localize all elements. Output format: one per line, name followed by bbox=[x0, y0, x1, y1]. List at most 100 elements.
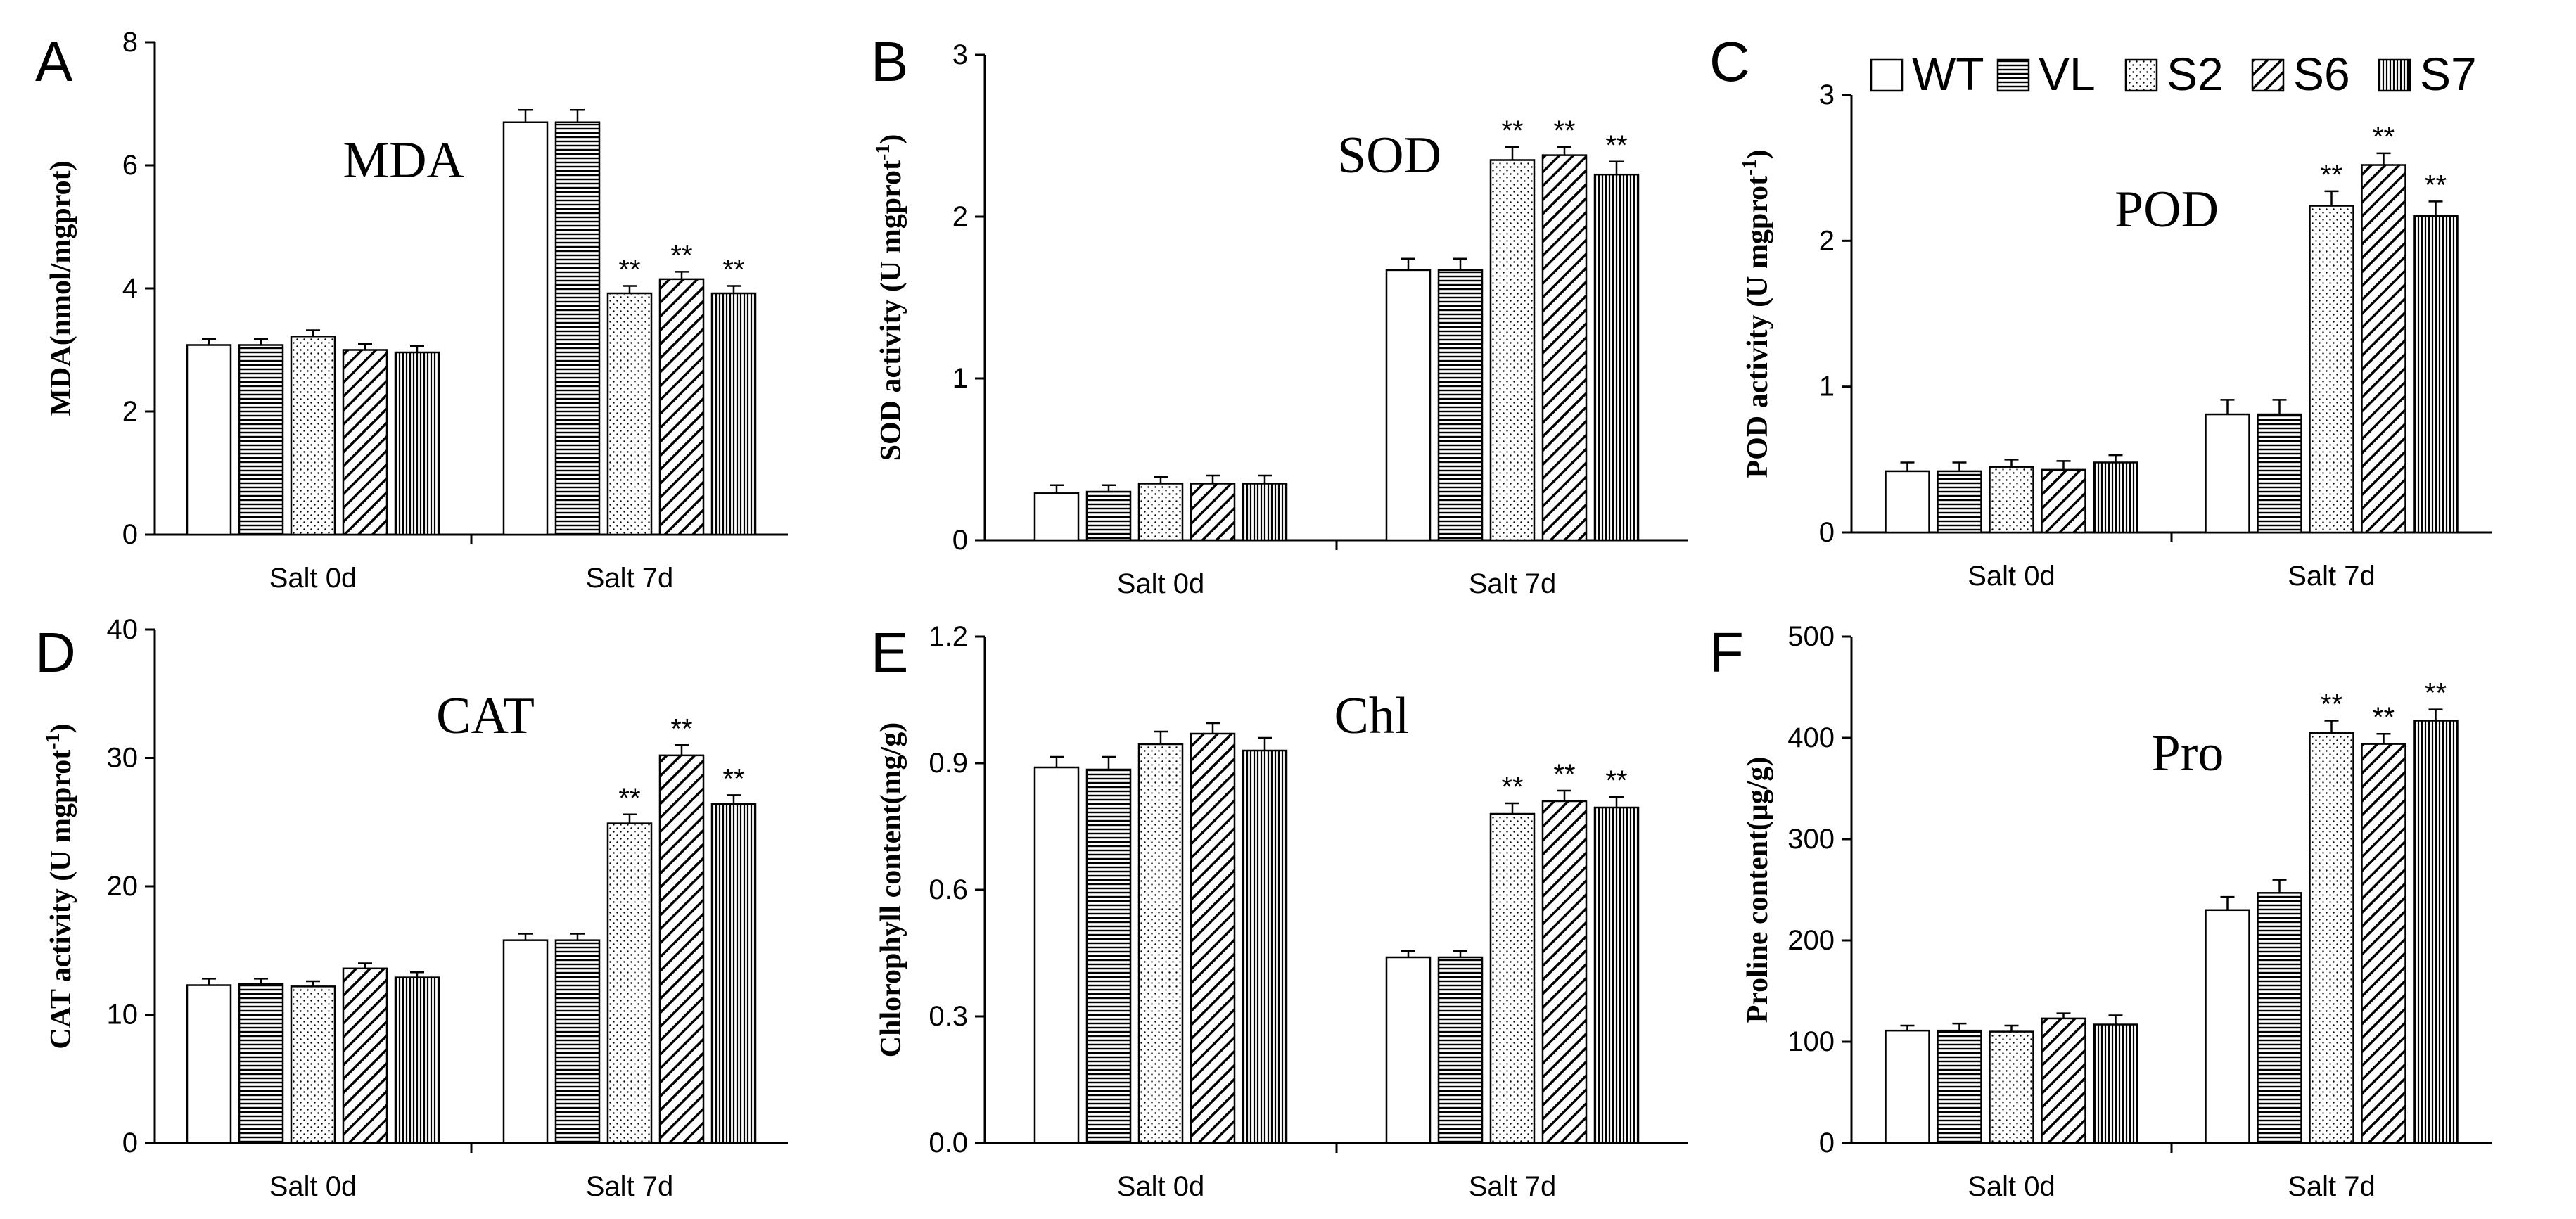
y-tick-label: 0 bbox=[122, 1128, 138, 1159]
legend-entry-s2: S2 bbox=[2124, 48, 2224, 100]
y-tick-label: 40 bbox=[107, 614, 139, 645]
bar-s6-salt-7d bbox=[1541, 800, 1588, 1144]
panel-letter: C bbox=[1709, 30, 1750, 93]
legend-entry-s6: S6 bbox=[2251, 48, 2350, 100]
chart-panels: 0 2 4 6 8 Salt 0d Salt 7d ** ** ** A MDA MDA(nmol/mg… bbox=[35, 27, 2492, 1202]
panel-letter: A bbox=[35, 30, 73, 93]
x-tick-label: Salt 7d bbox=[586, 563, 674, 594]
bar-s2-salt-0d bbox=[1989, 1030, 2034, 1144]
y-axis-label: SOD activity (U mgprot-1) bbox=[872, 134, 907, 461]
y-tick-label: 3 bbox=[952, 39, 968, 70]
significance-marker: ** bbox=[670, 240, 692, 271]
bar-s6-salt-7d bbox=[1541, 154, 1588, 542]
significance-marker: ** bbox=[1605, 765, 1627, 796]
y-tick-label: 4 bbox=[122, 273, 138, 304]
bar-s2-salt-0d bbox=[1137, 483, 1184, 542]
bar-vl-salt-0d bbox=[238, 983, 284, 1144]
legend-swatch bbox=[1996, 58, 2030, 92]
panel-title: Pro bbox=[2152, 725, 2224, 782]
bar-s6-salt-7d bbox=[658, 278, 705, 536]
panel-letter: D bbox=[35, 621, 76, 684]
legend-swatch bbox=[2124, 58, 2158, 92]
y-tick-label: 400 bbox=[1787, 722, 1835, 753]
panel-letter: F bbox=[1709, 621, 1744, 684]
y-tick-label: 200 bbox=[1787, 925, 1835, 956]
y-axis-label: CAT activity (U mgprot-1) bbox=[42, 723, 77, 1049]
bar-s7-salt-7d bbox=[1593, 173, 1640, 542]
y-tick-label: 300 bbox=[1787, 824, 1835, 855]
bar-s7-salt-7d bbox=[2413, 215, 2459, 534]
y-tick-label: 2 bbox=[1819, 225, 1835, 256]
panel-title: Chl bbox=[1334, 687, 1410, 745]
y-tick-label: 10 bbox=[107, 1000, 139, 1030]
x-tick-label: Salt 7d bbox=[586, 1171, 674, 1202]
bar-s2-salt-7d bbox=[606, 292, 653, 536]
bar-wt-salt-0d bbox=[186, 344, 232, 536]
y-tick-label: 30 bbox=[107, 743, 139, 774]
bar-s7-salt-7d bbox=[1593, 806, 1640, 1144]
legend-swatch bbox=[1870, 58, 1904, 92]
bar-vl-salt-0d bbox=[1937, 470, 1982, 534]
significance-marker: ** bbox=[618, 783, 640, 814]
significance-marker: ** bbox=[2425, 170, 2447, 200]
panel-title: SOD bbox=[1337, 127, 1441, 184]
bar-vl-salt-7d bbox=[554, 121, 601, 536]
y-tick-label: 2 bbox=[952, 201, 968, 232]
bar-s6-salt-0d bbox=[1190, 483, 1236, 542]
bar-s2-salt-7d bbox=[606, 822, 653, 1144]
bar-wt-salt-7d bbox=[2205, 909, 2250, 1144]
y-tick-label: 8 bbox=[122, 27, 138, 58]
bar-s7-salt-0d bbox=[1242, 483, 1288, 542]
y-tick-label: 3 bbox=[1819, 79, 1835, 110]
x-tick-label: Salt 0d bbox=[269, 1171, 357, 1202]
chart-panel-d: 0 10 20 30 40 Salt 0d Salt 7d ** ** ** D CAT CAT act… bbox=[35, 614, 788, 1202]
y-tick-label: 0 bbox=[952, 525, 968, 556]
bar-s7-salt-0d bbox=[2093, 1023, 2138, 1144]
bar-wt-salt-0d bbox=[1033, 492, 1080, 542]
legend: WT VL S2 S6 S7 bbox=[1870, 48, 2477, 100]
bar-s6-salt-0d bbox=[2041, 468, 2086, 534]
bar-vl-salt-0d bbox=[238, 344, 284, 536]
legend-label: S6 bbox=[2293, 48, 2350, 100]
bar-wt-salt-7d bbox=[1385, 956, 1432, 1144]
bar-s2-salt-7d bbox=[1489, 812, 1536, 1144]
significance-marker: ** bbox=[2425, 678, 2447, 709]
legend-entry-wt: WT bbox=[1870, 48, 1984, 100]
y-tick-label: 100 bbox=[1787, 1026, 1835, 1057]
y-tick-label: 1 bbox=[952, 363, 968, 394]
legend-swatch bbox=[2378, 58, 2411, 92]
bar-wt-salt-7d bbox=[1385, 269, 1432, 542]
y-tick-label: 0 bbox=[122, 519, 138, 550]
x-tick-label: Salt 7d bbox=[2288, 561, 2376, 592]
bar-vl-salt-7d bbox=[554, 939, 601, 1144]
bar-wt-salt-7d bbox=[2205, 413, 2250, 534]
y-axis-label: MDA(nmol/mgprot) bbox=[45, 160, 77, 416]
x-tick-label: Salt 0d bbox=[1968, 561, 2055, 592]
significance-marker: ** bbox=[618, 255, 640, 286]
bar-s6-salt-7d bbox=[2361, 164, 2406, 534]
y-axis-label: Proline content(μg/g) bbox=[1742, 757, 1774, 1023]
legend-entry-vl: VL bbox=[1996, 48, 2096, 100]
bar-s6-salt-0d bbox=[342, 967, 388, 1144]
significance-marker: ** bbox=[2321, 689, 2342, 720]
bar-wt-salt-0d bbox=[186, 984, 232, 1144]
chart-panel-c: 0 1 2 3 Salt 0d Salt 7d ** ** ** C POD POD activity… bbox=[1709, 30, 2492, 592]
x-tick-label: Salt 7d bbox=[2288, 1171, 2376, 1202]
significance-marker: ** bbox=[2373, 122, 2395, 153]
bar-vl-salt-0d bbox=[1937, 1029, 1982, 1144]
bar-wt-salt-7d bbox=[502, 121, 549, 536]
bar-s2-salt-0d bbox=[1137, 743, 1184, 1144]
y-tick-label: 0.0 bbox=[929, 1128, 968, 1159]
y-tick-label: 2 bbox=[122, 396, 138, 427]
y-tick-label: 0.6 bbox=[929, 874, 968, 905]
panel-title: CAT bbox=[436, 687, 535, 745]
bar-s6-salt-0d bbox=[2041, 1017, 2086, 1144]
panel-letter: E bbox=[871, 621, 908, 684]
significance-marker: ** bbox=[1501, 115, 1523, 146]
bar-wt-salt-7d bbox=[502, 939, 549, 1144]
x-tick-label: Salt 0d bbox=[269, 563, 357, 594]
bar-s7-salt-7d bbox=[710, 292, 757, 536]
x-tick-label: Salt 0d bbox=[1117, 1171, 1205, 1202]
panel-title: MDA bbox=[343, 132, 464, 189]
